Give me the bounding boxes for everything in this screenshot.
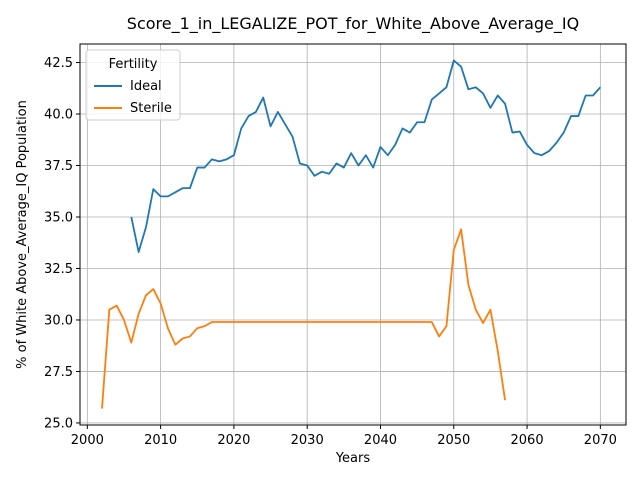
x-tick-label: 2020 <box>217 433 250 448</box>
y-tick-label: 32.5 <box>44 262 73 277</box>
axis-ticks: 2000 2010 2020 2030 2040 2050 2060 2070 25.0 27.5… <box>44 56 617 448</box>
legend-label-sterile: Sterile <box>130 101 172 116</box>
y-tick-label: 25.0 <box>44 416 73 431</box>
series-line-ideal <box>130 59 602 253</box>
y-tick-label: 42.5 <box>44 56 73 71</box>
series-line-sterile <box>101 228 506 409</box>
y-tick-label: 35.0 <box>44 210 73 225</box>
legend-box <box>85 49 181 121</box>
series-lines <box>101 59 602 409</box>
y-axis-title: % of White Above_Average_IQ Population <box>15 100 30 369</box>
y-tick-label: 30.0 <box>44 313 73 328</box>
x-tick-label: 2010 <box>144 433 177 448</box>
x-axis-title: Years <box>335 451 371 466</box>
x-tick-label: 2060 <box>511 433 544 448</box>
plot-frame <box>79 43 627 426</box>
x-tick-label: 2070 <box>584 433 617 448</box>
y-tick-label: 40.0 <box>44 108 73 123</box>
legend: Fertility Ideal Sterile <box>85 49 181 121</box>
legend-label-ideal: Ideal <box>130 79 162 94</box>
legend-title: Fertility <box>109 57 158 72</box>
grid-lines <box>80 44 626 425</box>
x-tick-label: 2040 <box>364 433 397 448</box>
x-tick-label: 2000 <box>71 433 104 448</box>
x-tick-label: 2050 <box>437 433 470 448</box>
x-tick-label: 2030 <box>291 433 324 448</box>
chart-title: Score_1_in_LEGALIZE_POT_for_White_Above_… <box>127 14 579 34</box>
y-tick-label: 27.5 <box>44 365 73 380</box>
y-tick-label: 37.5 <box>44 159 73 174</box>
